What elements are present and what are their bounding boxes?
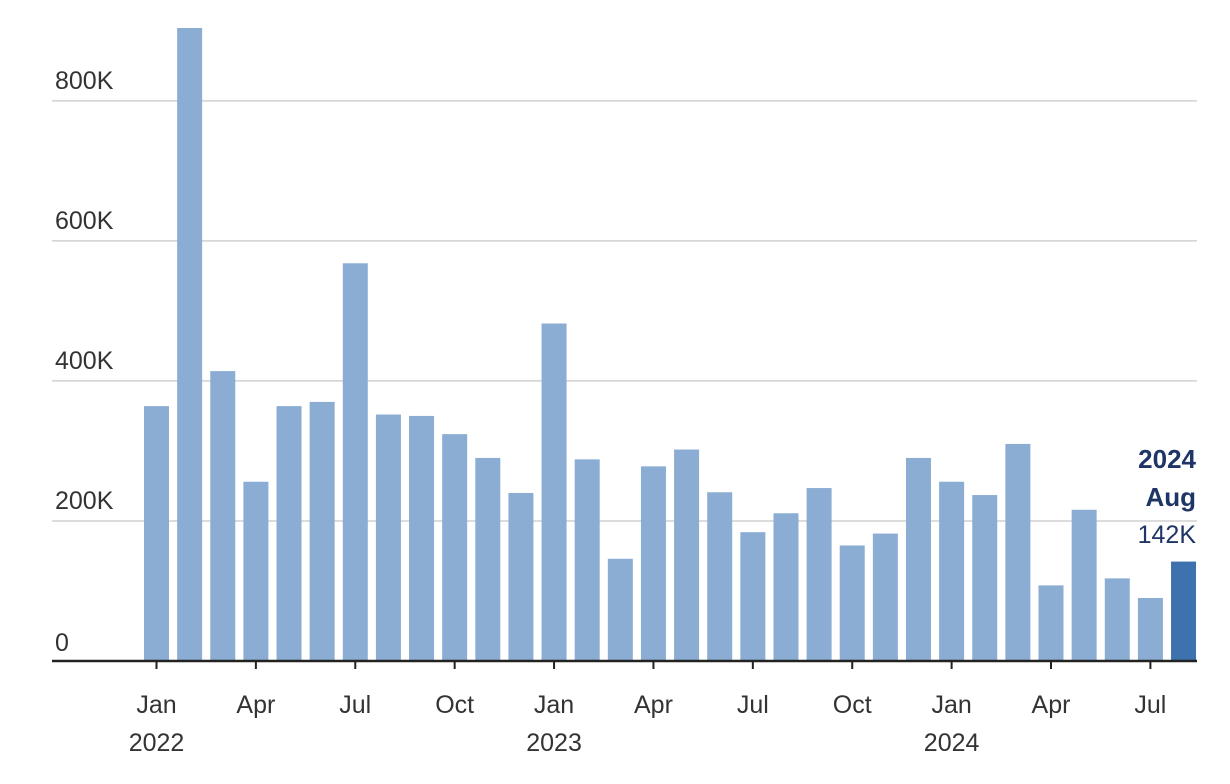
callout-value: 142K	[1138, 521, 1197, 549]
x-tick-year: 2024	[924, 729, 980, 757]
bar	[806, 488, 832, 661]
x-tick-year: 2023	[526, 729, 582, 757]
callout-year: 2024	[1138, 444, 1196, 474]
bar	[541, 323, 567, 661]
y-tick-label: 0	[55, 629, 69, 657]
callout-month: Aug	[1145, 482, 1196, 512]
bar	[1038, 585, 1064, 661]
bar	[872, 533, 898, 661]
bar	[607, 558, 633, 661]
x-tick-month: Jan	[136, 691, 176, 719]
x-tick-month: Apr	[634, 691, 673, 719]
bar	[1137, 597, 1163, 661]
bar	[243, 481, 269, 661]
y-tick-label: 400K	[55, 347, 114, 375]
bar	[276, 406, 302, 661]
bar	[839, 545, 865, 661]
bar	[905, 457, 931, 661]
latest-value-callout: 2024 Aug 142K	[1138, 444, 1197, 549]
bar	[409, 415, 435, 661]
bar	[144, 406, 169, 661]
bar	[342, 263, 368, 661]
bar	[375, 414, 401, 661]
y-tick-label: 800K	[55, 67, 114, 95]
bar	[640, 466, 666, 661]
x-tick-month: Jan	[534, 691, 574, 719]
bar	[1171, 561, 1197, 661]
x-tick-year: 2022	[129, 729, 185, 757]
bar	[1071, 509, 1097, 661]
x-tick-month: Jul	[339, 691, 371, 719]
bar	[475, 457, 501, 661]
x-tick-month: Jul	[1134, 691, 1166, 719]
bar	[740, 532, 766, 661]
x-tick-month: Oct	[833, 691, 872, 719]
y-tick-label: 600K	[55, 207, 114, 235]
bar	[508, 492, 534, 661]
bar	[1005, 443, 1031, 661]
bar	[939, 481, 965, 661]
bar	[442, 434, 468, 661]
bars	[144, 28, 1197, 661]
x-tick-month: Jan	[931, 691, 971, 719]
bar	[309, 401, 335, 661]
x-tick-month: Jul	[737, 691, 769, 719]
bar	[707, 492, 733, 661]
x-tick-month: Oct	[435, 691, 474, 719]
bar	[574, 459, 600, 661]
bar	[972, 495, 998, 661]
bar	[177, 28, 203, 661]
y-tick-label: 200K	[55, 487, 114, 515]
bar	[1104, 578, 1130, 661]
bar	[674, 449, 700, 661]
x-tick-month: Apr	[236, 691, 275, 719]
bar	[773, 513, 799, 661]
x-tick-month: Apr	[1032, 691, 1071, 719]
y-axis-ticks: 0 200K 400K 600K 800K	[55, 67, 114, 657]
bar	[210, 371, 236, 661]
x-axis-ticks: Jan 2022 Apr Jul Oct Jan 2023 Apr Jul Oct Jan 2024 A…	[129, 661, 1166, 757]
